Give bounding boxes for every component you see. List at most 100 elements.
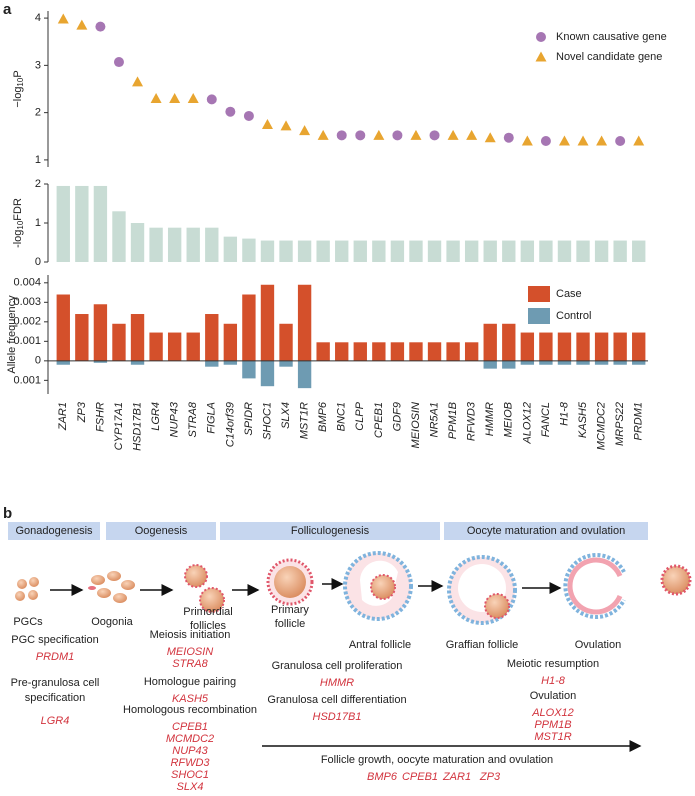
cells: [15, 551, 692, 625]
bar: [260, 360, 275, 387]
cell-label: Ovulation: [575, 639, 621, 651]
pgc: [29, 577, 39, 587]
bar: [316, 342, 330, 361]
bar: [75, 185, 89, 262]
bar: [539, 240, 553, 262]
stage-label: Oocyte maturation and ovulation: [467, 525, 625, 537]
bar: [335, 240, 349, 262]
released-oocyte: [660, 564, 692, 596]
diagram-text: PGCs Oogonia Primordial follicles Primary fol…: [11, 604, 622, 793]
process-title: Pre-granulosa cell: [11, 677, 100, 689]
marker: [132, 76, 144, 87]
marker: [615, 136, 626, 146]
bar: [502, 360, 516, 369]
marker: [317, 129, 329, 140]
marker: [633, 135, 645, 146]
legend-swatch: [528, 308, 550, 324]
x-tick-label: GDF9: [391, 402, 403, 431]
marker: [484, 132, 496, 143]
gene: KASH5: [172, 693, 209, 705]
ovulating-follicle: [563, 553, 626, 619]
y-tick-label: 0.004: [13, 277, 41, 289]
legend-label: Known causative gene: [556, 31, 667, 43]
pgc: [28, 590, 38, 600]
x-tick-label: SPIDR: [243, 402, 255, 436]
bar: [353, 240, 367, 262]
oogonium: [97, 588, 111, 598]
legend-label: Novel candidate gene: [556, 51, 662, 63]
bar: [279, 323, 293, 361]
marker: [558, 135, 570, 146]
y-axis-label-part: FDR: [12, 198, 24, 221]
y-axis-label-part: P: [12, 70, 24, 77]
bar: [594, 332, 609, 361]
bar: [409, 342, 423, 361]
primordial-follicle: [199, 587, 225, 613]
bar: [112, 323, 126, 361]
y-tick-label: 1: [35, 154, 41, 166]
bar: [464, 240, 479, 262]
legend-marker: [535, 51, 547, 62]
marker: [410, 129, 422, 140]
bar: [613, 360, 627, 365]
cell-label: Antral follicle: [349, 639, 411, 651]
process-title: Ovulation: [530, 690, 576, 702]
bar: [539, 360, 553, 365]
bar: [353, 342, 367, 361]
y-tick-label: 0: [35, 355, 41, 367]
bar: [594, 240, 609, 262]
bar: [130, 360, 145, 365]
pgc: [15, 591, 25, 601]
bar: [205, 314, 219, 361]
cell-label: Primary: [271, 604, 309, 616]
panel-label: a: [3, 1, 12, 18]
marker: [225, 106, 236, 117]
bar: [130, 223, 145, 262]
process-title: Meiosis initiation: [150, 629, 231, 641]
bar: [502, 323, 516, 361]
bar: [93, 304, 108, 361]
bar: [576, 240, 590, 262]
x-tick-label: HMMR: [484, 402, 496, 436]
gene: LGR4: [41, 715, 70, 727]
bar: [557, 360, 572, 365]
bar: [576, 360, 590, 365]
bar: [223, 360, 238, 365]
x-tick-label: FANCL: [540, 402, 552, 437]
bar: [594, 360, 609, 365]
bar: [613, 240, 627, 262]
gene: MST1R: [534, 731, 571, 743]
gene: SHOC1: [171, 769, 209, 781]
bar: [632, 360, 646, 365]
y-tick-label: 0.001: [13, 335, 41, 347]
bar: [297, 284, 312, 361]
stage-bar: [8, 522, 100, 540]
marker: [336, 130, 347, 141]
primordial-follicle: [184, 564, 208, 588]
y-tick-label: 3: [35, 59, 41, 71]
cell-label: PGCs: [13, 616, 43, 628]
bar: [167, 332, 182, 361]
bar: [186, 332, 200, 361]
cell-label: Primordial: [183, 606, 233, 618]
marker: [261, 118, 273, 129]
x-tick-label: MEIOB: [503, 402, 515, 437]
cell-label: follicles: [190, 620, 227, 632]
x-tick-label: MCMDC2: [596, 402, 608, 450]
bar: [93, 360, 108, 363]
y-tick-label: 0.003: [13, 296, 41, 308]
bar: [427, 342, 442, 361]
legend-label: Control: [556, 310, 591, 322]
x-tick-label: SHOC1: [261, 402, 273, 440]
panel-label: b: [3, 505, 12, 522]
marker: [447, 129, 459, 140]
bar: [279, 240, 293, 262]
legend-label: Case: [556, 288, 582, 300]
marker: [503, 132, 514, 143]
x-tick-label: NR5A1: [428, 402, 440, 437]
oogonium: [88, 586, 96, 590]
y-axis-label: -log10FDR: [12, 198, 25, 248]
marker: [429, 130, 440, 141]
